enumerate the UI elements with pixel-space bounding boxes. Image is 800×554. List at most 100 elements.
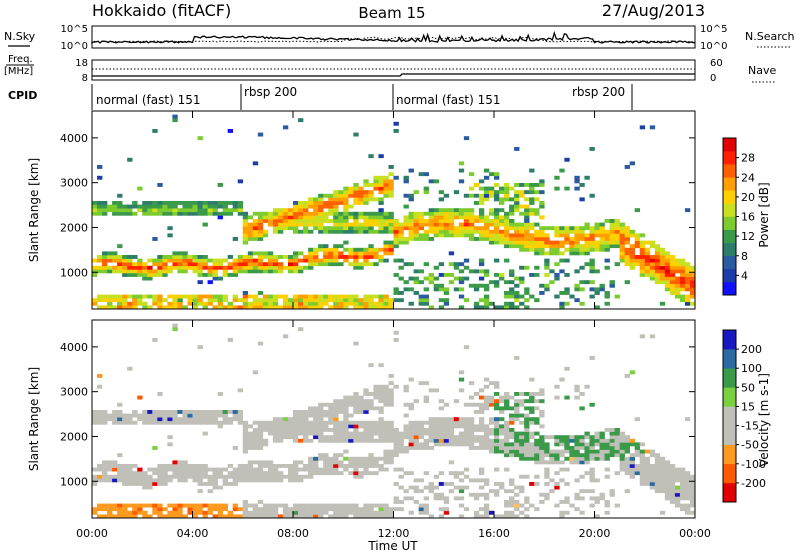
power-cell	[388, 172, 394, 177]
power-cell	[494, 183, 500, 187]
velocity-cell	[654, 489, 661, 494]
power-cell	[353, 265, 359, 270]
velocity-cell	[112, 464, 118, 468]
power-cell	[242, 291, 249, 295]
power-cell	[559, 229, 565, 234]
power-cell	[423, 222, 429, 227]
velocity-cell	[534, 460, 540, 465]
power-cell	[423, 301, 429, 306]
velocity-cell	[524, 514, 530, 519]
power-cell	[187, 255, 193, 259]
power-cell	[298, 204, 304, 209]
y-tick-label: 2000	[60, 221, 88, 234]
velocity-cell	[107, 514, 113, 519]
velocity-cell	[393, 384, 399, 389]
velocity-cell	[358, 395, 364, 400]
power-cell	[142, 211, 148, 216]
power-cell	[669, 258, 676, 263]
power-cell	[378, 226, 384, 231]
power-cell	[463, 215, 470, 220]
nsky-panel: 10^5 10^0 10^5 10^0 N.Sky N.Search	[4, 24, 795, 52]
power-cell	[524, 183, 530, 187]
velocity-cell	[177, 478, 183, 483]
velocity-cell	[524, 449, 530, 454]
power-cell	[564, 287, 570, 292]
power-cell	[117, 211, 123, 216]
velocity-cell	[298, 410, 304, 414]
power-cell	[343, 219, 349, 223]
nsky-tick-bottom: 10^0	[61, 41, 88, 52]
power-cell	[504, 301, 510, 306]
power-cell	[549, 247, 555, 252]
velocity-cell	[117, 410, 123, 414]
power-cell	[313, 298, 319, 303]
velocity-cell	[338, 453, 344, 458]
power-cell	[162, 262, 168, 267]
velocity-cell	[554, 453, 560, 458]
power-cell	[433, 276, 440, 281]
velocity-cell	[182, 410, 188, 414]
velocity-cell	[403, 388, 409, 393]
power-cell	[418, 294, 424, 299]
power-cell	[624, 251, 630, 256]
velocity-cell	[579, 435, 585, 440]
velocity-cell	[669, 485, 676, 490]
power-cell	[509, 222, 515, 227]
velocity-cell	[589, 453, 595, 458]
power-cell	[468, 193, 475, 198]
power-cell	[423, 219, 429, 223]
velocity-cell	[242, 507, 249, 512]
velocity-cell	[579, 392, 585, 396]
velocity-cell	[509, 482, 515, 486]
velocity-cell	[418, 503, 424, 508]
colorbar-tick-label: -200	[741, 477, 766, 490]
velocity-cell	[252, 370, 259, 375]
power-cell	[514, 298, 520, 303]
velocity-cell	[257, 464, 264, 468]
velocity-cell	[659, 482, 666, 486]
velocity-cell	[519, 485, 525, 490]
power-cell	[478, 179, 485, 184]
power-cell	[448, 273, 455, 277]
date-title: 27/Aug/2013	[602, 1, 705, 20]
velocity-cell	[242, 446, 249, 450]
velocity-cell	[157, 471, 163, 476]
velocity-cell	[328, 507, 334, 512]
power-cell	[172, 255, 178, 259]
velocity-cell	[463, 345, 470, 350]
power-cell	[654, 258, 661, 263]
velocity-cell	[504, 392, 510, 396]
power-cell	[579, 229, 585, 234]
power-cell	[277, 255, 284, 259]
power-cell	[579, 244, 585, 249]
power-cell	[388, 219, 394, 223]
velocity-cell	[378, 417, 384, 422]
power-cell	[659, 273, 666, 277]
velocity-cell	[654, 482, 661, 486]
velocity-cell	[318, 410, 324, 414]
velocity-cell	[343, 406, 349, 411]
power-cell	[277, 269, 284, 274]
velocity-cell	[303, 413, 309, 418]
velocity-cell	[282, 474, 289, 479]
power-cell	[147, 258, 153, 263]
power-cell	[499, 208, 505, 213]
velocity-cell	[287, 474, 294, 479]
velocity-cell	[323, 453, 329, 458]
velocity-cell	[684, 482, 691, 486]
power-cell	[659, 276, 666, 281]
velocity-cell	[112, 460, 118, 465]
velocity-cell	[262, 460, 269, 465]
power-cell	[679, 298, 686, 303]
y-tick-label: 2000	[60, 430, 88, 443]
power-cell	[483, 287, 490, 292]
power-cell	[157, 298, 163, 303]
velocity-cell	[242, 467, 249, 472]
velocity-cell	[348, 471, 354, 476]
velocity-cell	[674, 471, 681, 476]
velocity-cell	[433, 435, 440, 440]
power-cell	[534, 244, 540, 249]
power-cell	[338, 262, 344, 267]
power-cell	[438, 305, 445, 310]
power-cell	[624, 233, 630, 238]
